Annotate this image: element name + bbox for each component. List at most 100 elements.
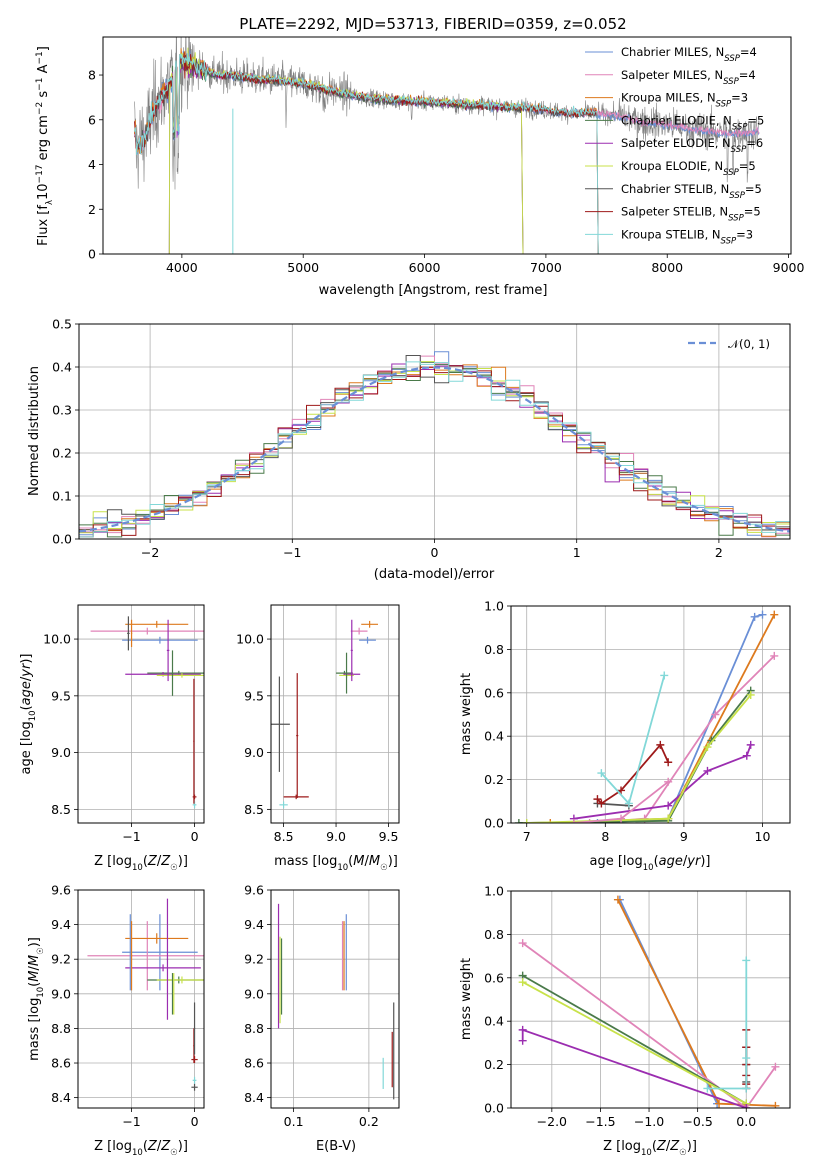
y-tick-label: 1.0 <box>484 884 504 899</box>
x-tick-label: 7000 <box>530 260 562 275</box>
label-part: =4 <box>739 68 756 82</box>
label-part: ] <box>36 46 51 51</box>
y-tick-label: 0.4 <box>484 729 504 744</box>
x-tick-label: 9.5 <box>379 829 399 844</box>
x-tick-label: 9000 <box>773 260 805 275</box>
plus-marker <box>518 1036 527 1045</box>
label-part: ☉ <box>679 1148 687 1158</box>
x-tick-label: 10 <box>755 829 771 844</box>
label-part: )] <box>388 854 398 869</box>
label-part: −2 <box>35 102 45 115</box>
label-part: −1 <box>35 78 45 91</box>
label-part: =6 <box>746 136 763 150</box>
y-tick-label: 9.6 <box>51 883 71 898</box>
label-part: )] <box>687 1139 697 1154</box>
x-axis-label: Z [log10(Z/Z☉)] <box>603 1139 697 1158</box>
label-part: age [log <box>590 854 643 869</box>
label-part: Kroupa STELIB, N <box>621 227 721 241</box>
plus-marker <box>742 751 751 760</box>
label-part: SSP <box>732 122 748 132</box>
label-part: mass [log <box>274 854 337 869</box>
label-part: ( <box>19 705 34 710</box>
plus-marker <box>742 1084 751 1093</box>
y-tick-label: 8 <box>88 68 96 83</box>
series-salpeter-miles <box>589 655 775 823</box>
label-part: Z <box>656 1139 667 1154</box>
y-tick-label: 8.6 <box>244 1056 264 1071</box>
plot-area <box>271 619 379 809</box>
label-part: SSP <box>731 145 747 155</box>
plus-marker <box>750 612 759 621</box>
plus-marker <box>624 799 633 808</box>
plus-marker <box>715 1099 724 1108</box>
y-tick-label: 0.2 <box>52 446 72 461</box>
label-part: mass [log <box>27 998 42 1061</box>
label-part: ( <box>143 1139 148 1154</box>
y-tick-label: 0.0 <box>484 816 504 831</box>
y-tick-label: 0.6 <box>484 970 504 985</box>
plot-area <box>277 903 395 1100</box>
label-part: λ <box>45 200 55 205</box>
y-tick-label: 9.5 <box>244 688 264 703</box>
axes-frame <box>78 323 791 540</box>
label-part: =5 <box>744 205 761 219</box>
plus-marker <box>770 610 779 619</box>
x-tick-label: 4000 <box>166 260 198 275</box>
x-tick-label: −1.0 <box>634 1114 664 1129</box>
label-part: Z [log <box>603 1139 641 1154</box>
label-part: =5 <box>747 113 764 127</box>
series-chabrier-elodie <box>522 974 747 1105</box>
axes-frame <box>510 890 791 1109</box>
y-tick-label: 0.2 <box>484 772 504 787</box>
label-part: yr <box>19 662 34 678</box>
plus-marker <box>664 814 673 823</box>
legend-entry: Salpeter STELIB, NSSP=5 <box>621 205 761 224</box>
label-part: Salpeter MILES, N <box>621 68 723 82</box>
legend-entry: Chabrier MILES, NSSP=4 <box>621 45 757 64</box>
label-part: erg cm <box>36 115 51 164</box>
plus-marker <box>711 710 720 719</box>
y-tick-label: 10.0 <box>236 632 264 647</box>
x-axis-label: E(B-V) <box>316 1139 356 1154</box>
series-kroupa-elodie <box>522 981 747 1105</box>
label-part: 10 <box>643 863 654 873</box>
label-part: ☉ <box>170 863 178 873</box>
y-tick-label: 0.0 <box>52 532 72 547</box>
y-axis-label: Normed distribution <box>27 366 42 496</box>
panel-spectrum: 4000 5000 6000 7000 8000 9000 0 2 4 6 8 Chabrier MI… <box>35 36 805 298</box>
label-part: age <box>659 854 683 869</box>
label-part: ( <box>652 1139 657 1154</box>
label-part: A <box>36 64 51 77</box>
plus-marker <box>660 671 669 680</box>
x-tick-label: 0 <box>191 829 199 844</box>
label-part: )] <box>19 654 34 664</box>
plus-marker <box>703 766 712 775</box>
plus-marker <box>771 1101 780 1108</box>
x-tick-label: 9.0 <box>326 829 346 844</box>
label-part: / <box>364 854 369 869</box>
plus-marker <box>518 978 527 987</box>
plus-marker <box>597 799 606 808</box>
x-tick-label: 8 <box>601 829 609 844</box>
label-part: SSP <box>729 191 745 201</box>
plus-marker <box>518 1025 527 1034</box>
y-tick-label: 9.0 <box>51 745 71 760</box>
x-tick-label: 2 <box>715 545 723 560</box>
plot-area <box>87 898 204 1091</box>
label-part: =4 <box>740 45 757 59</box>
y-tick-label: 0.6 <box>484 685 504 700</box>
label-part: ☉ <box>36 947 46 955</box>
label-part: −17 <box>35 164 45 183</box>
x-tick-label: 0.2 <box>359 1114 379 1129</box>
y-tick-label: 10.0 <box>43 632 71 647</box>
label-part: yr <box>686 854 702 869</box>
axes-frame <box>77 604 205 824</box>
label-part: =5 <box>739 159 756 173</box>
series-salpeter-miles <box>522 942 777 1108</box>
y-axis-label: mass [log10(M/M☉)] <box>27 937 46 1061</box>
plus-marker <box>742 1054 751 1063</box>
y-tick-label: 0.2 <box>484 1057 504 1072</box>
label-part: 10 <box>132 863 143 873</box>
label-part: Z <box>160 854 171 869</box>
